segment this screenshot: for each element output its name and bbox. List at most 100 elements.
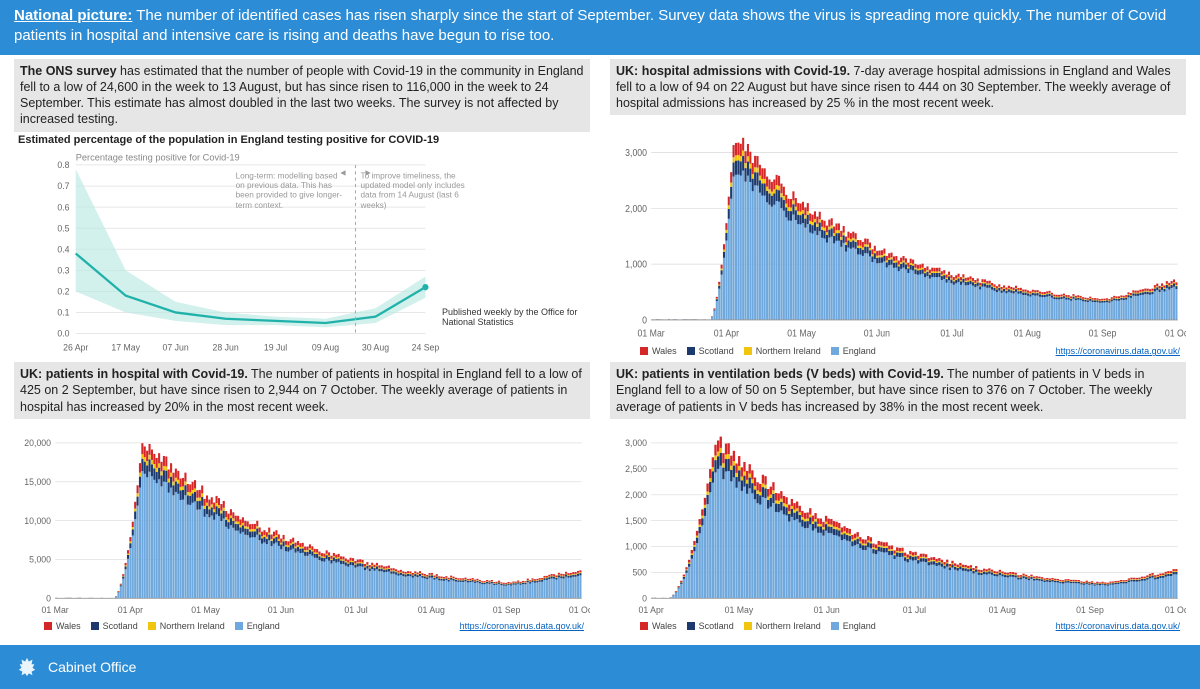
ons-chart-title: Estimated percentage of the population i… bbox=[18, 134, 590, 146]
svg-text:01 Aug: 01 Aug bbox=[989, 605, 1016, 615]
svg-text:2,000: 2,000 bbox=[625, 490, 647, 500]
panel-admissions: UK: hospital admissions with Covid-19. 7… bbox=[610, 59, 1186, 357]
legend-scotland: Scotland bbox=[91, 621, 138, 631]
footer-label: Cabinet Office bbox=[48, 659, 136, 675]
admissions-source-link[interactable]: https://coronavirus.data.gov.uk/ bbox=[1056, 346, 1180, 356]
svg-text:01 Sep: 01 Sep bbox=[1076, 605, 1104, 615]
svg-text:1,500: 1,500 bbox=[625, 516, 647, 526]
svg-text:1,000: 1,000 bbox=[625, 542, 647, 552]
svg-text:0.6: 0.6 bbox=[57, 202, 69, 212]
svg-text:0.2: 0.2 bbox=[57, 286, 69, 296]
banner-lead: National picture: bbox=[14, 7, 132, 24]
svg-text:01 Jul: 01 Jul bbox=[344, 605, 367, 615]
legend-england: England bbox=[831, 621, 876, 631]
svg-text:0.7: 0.7 bbox=[57, 181, 69, 191]
national-picture-banner: National picture: The number of identifi… bbox=[0, 0, 1200, 55]
svg-text:01 Jun: 01 Jun bbox=[814, 605, 840, 615]
admissions-chart-wrap: 0 1,000 2,000 3,000 01 Mar 01 Apr 01 May 01 Jun… bbox=[610, 115, 1186, 344]
svg-text:01 Mar: 01 Mar bbox=[638, 328, 666, 340]
svg-text:0.8: 0.8 bbox=[57, 160, 69, 170]
svg-text:19 Jul: 19 Jul bbox=[264, 342, 287, 352]
hospital-source-link[interactable]: https://coronavirus.data.gov.uk/ bbox=[460, 621, 584, 631]
svg-text:01 Jun: 01 Jun bbox=[864, 328, 890, 340]
hospital-legend: Wales Scotland Northern Ireland England … bbox=[14, 619, 590, 631]
svg-text:24 Sep: 24 Sep bbox=[412, 342, 440, 352]
svg-text:0.3: 0.3 bbox=[57, 265, 69, 275]
vbeds-chart: 0 500 1,000 1,500 2,000 2,500 3,000 01 Apr 01 Ma… bbox=[610, 419, 1186, 619]
panel-hospital: UK: patients in hospital with Covid-19. … bbox=[14, 362, 590, 631]
ons-text-box: The ONS survey has estimated that the nu… bbox=[14, 59, 590, 132]
admissions-legend: Wales Scotland Northern Ireland England … bbox=[610, 344, 1186, 356]
vbeds-chart-wrap: 0 500 1,000 1,500 2,000 2,500 3,000 01 Apr 01 Ma… bbox=[610, 419, 1186, 619]
svg-text:30 Aug: 30 Aug bbox=[362, 342, 389, 352]
admissions-bold: UK: hospital admissions with Covid-19. bbox=[616, 64, 850, 78]
svg-text:28 Jun: 28 Jun bbox=[212, 342, 238, 352]
svg-text:07 Jun: 07 Jun bbox=[163, 342, 189, 352]
svg-text:0.4: 0.4 bbox=[57, 244, 69, 254]
svg-text:01 Jul: 01 Jul bbox=[903, 605, 926, 615]
svg-text:500: 500 bbox=[632, 567, 647, 577]
admissions-chart: 0 1,000 2,000 3,000 01 Mar 01 Apr 01 May 01 Jun… bbox=[610, 115, 1186, 344]
legend-wales: Wales bbox=[640, 621, 677, 631]
svg-text:01 Aug: 01 Aug bbox=[418, 605, 445, 615]
svg-text:3,000: 3,000 bbox=[625, 438, 647, 448]
svg-text:01 Mar: 01 Mar bbox=[42, 605, 69, 615]
ons-chart-wrap: Percentage testing positive for Covid-19… bbox=[14, 146, 590, 357]
ons-pub-note: Published weekly by the Office for Natio… bbox=[442, 307, 582, 329]
legend-wales: Wales bbox=[44, 621, 81, 631]
vbeds-text-box: UK: patients in ventilation beds (V beds… bbox=[610, 362, 1186, 419]
svg-text:3,000: 3,000 bbox=[625, 148, 647, 160]
hospital-chart-wrap: 05,00010,00015,00020,00001 Mar01 Apr01 M… bbox=[14, 419, 590, 619]
svg-text:01 Oct: 01 Oct bbox=[1165, 328, 1186, 340]
vbeds-legend: Wales Scotland Northern Ireland England … bbox=[610, 619, 1186, 631]
svg-text:01 Apr: 01 Apr bbox=[118, 605, 143, 615]
legend-wales: Wales bbox=[640, 346, 677, 356]
svg-text:5,000: 5,000 bbox=[29, 555, 51, 565]
svg-text:0.5: 0.5 bbox=[57, 223, 69, 233]
svg-text:0: 0 bbox=[642, 315, 647, 327]
ons-bold: The ONS survey bbox=[20, 64, 117, 78]
hospital-chart: 05,00010,00015,00020,00001 Mar01 Apr01 M… bbox=[14, 419, 590, 619]
svg-text:01 Jul: 01 Jul bbox=[940, 328, 963, 340]
vbeds-source-link[interactable]: https://coronavirus.data.gov.uk/ bbox=[1056, 621, 1180, 631]
svg-text:2,000: 2,000 bbox=[625, 204, 647, 216]
svg-text:01 Aug: 01 Aug bbox=[1014, 328, 1041, 340]
banner-text: The number of identified cases has risen… bbox=[14, 7, 1166, 44]
svg-text:01 May: 01 May bbox=[725, 605, 754, 615]
panel-vbeds: UK: patients in ventilation beds (V beds… bbox=[610, 362, 1186, 631]
chart-grid: The ONS survey has estimated that the nu… bbox=[0, 55, 1200, 625]
svg-text:01 Oct: 01 Oct bbox=[1165, 605, 1186, 615]
svg-text:09 Aug: 09 Aug bbox=[312, 342, 339, 352]
admissions-text-box: UK: hospital admissions with Covid-19. 7… bbox=[610, 59, 1186, 116]
svg-text:0: 0 bbox=[642, 593, 647, 603]
legend-scotland: Scotland bbox=[687, 346, 734, 356]
svg-text:01 May: 01 May bbox=[787, 328, 816, 340]
svg-text:2,500: 2,500 bbox=[625, 464, 647, 474]
svg-text:26 Apr: 26 Apr bbox=[63, 342, 88, 352]
svg-text:1,000: 1,000 bbox=[625, 259, 647, 271]
legend-england: England bbox=[235, 621, 280, 631]
svg-text:01 Sep: 01 Sep bbox=[493, 605, 521, 615]
svg-text:Percentage testing positive fo: Percentage testing positive for Covid-19 bbox=[76, 152, 240, 162]
crown-crest-icon bbox=[16, 656, 38, 678]
legend-england: England bbox=[831, 346, 876, 356]
svg-text:17 May: 17 May bbox=[111, 342, 140, 352]
legend-ni: Northern Ireland bbox=[744, 346, 821, 356]
svg-text:01 Sep: 01 Sep bbox=[1089, 328, 1117, 340]
svg-text:0: 0 bbox=[46, 593, 51, 603]
svg-text:20,000: 20,000 bbox=[24, 438, 51, 448]
hospital-text-box: UK: patients in hospital with Covid-19. … bbox=[14, 362, 590, 419]
svg-text:01 Apr: 01 Apr bbox=[639, 605, 664, 615]
svg-text:0.0: 0.0 bbox=[57, 328, 69, 338]
panel-ons: The ONS survey has estimated that the nu… bbox=[14, 59, 590, 357]
svg-text:01 Apr: 01 Apr bbox=[714, 328, 740, 340]
legend-ni: Northern Ireland bbox=[744, 621, 821, 631]
legend-scotland: Scotland bbox=[687, 621, 734, 631]
vbeds-bold: UK: patients in ventilation beds (V beds… bbox=[616, 367, 944, 381]
hospital-bold: UK: patients in hospital with Covid-19. bbox=[20, 367, 248, 381]
legend-ni: Northern Ireland bbox=[148, 621, 225, 631]
svg-text:0.1: 0.1 bbox=[57, 307, 69, 317]
svg-text:01 May: 01 May bbox=[191, 605, 220, 615]
svg-text:10,000: 10,000 bbox=[24, 516, 51, 526]
footer-bar: Cabinet Office bbox=[0, 645, 1200, 689]
